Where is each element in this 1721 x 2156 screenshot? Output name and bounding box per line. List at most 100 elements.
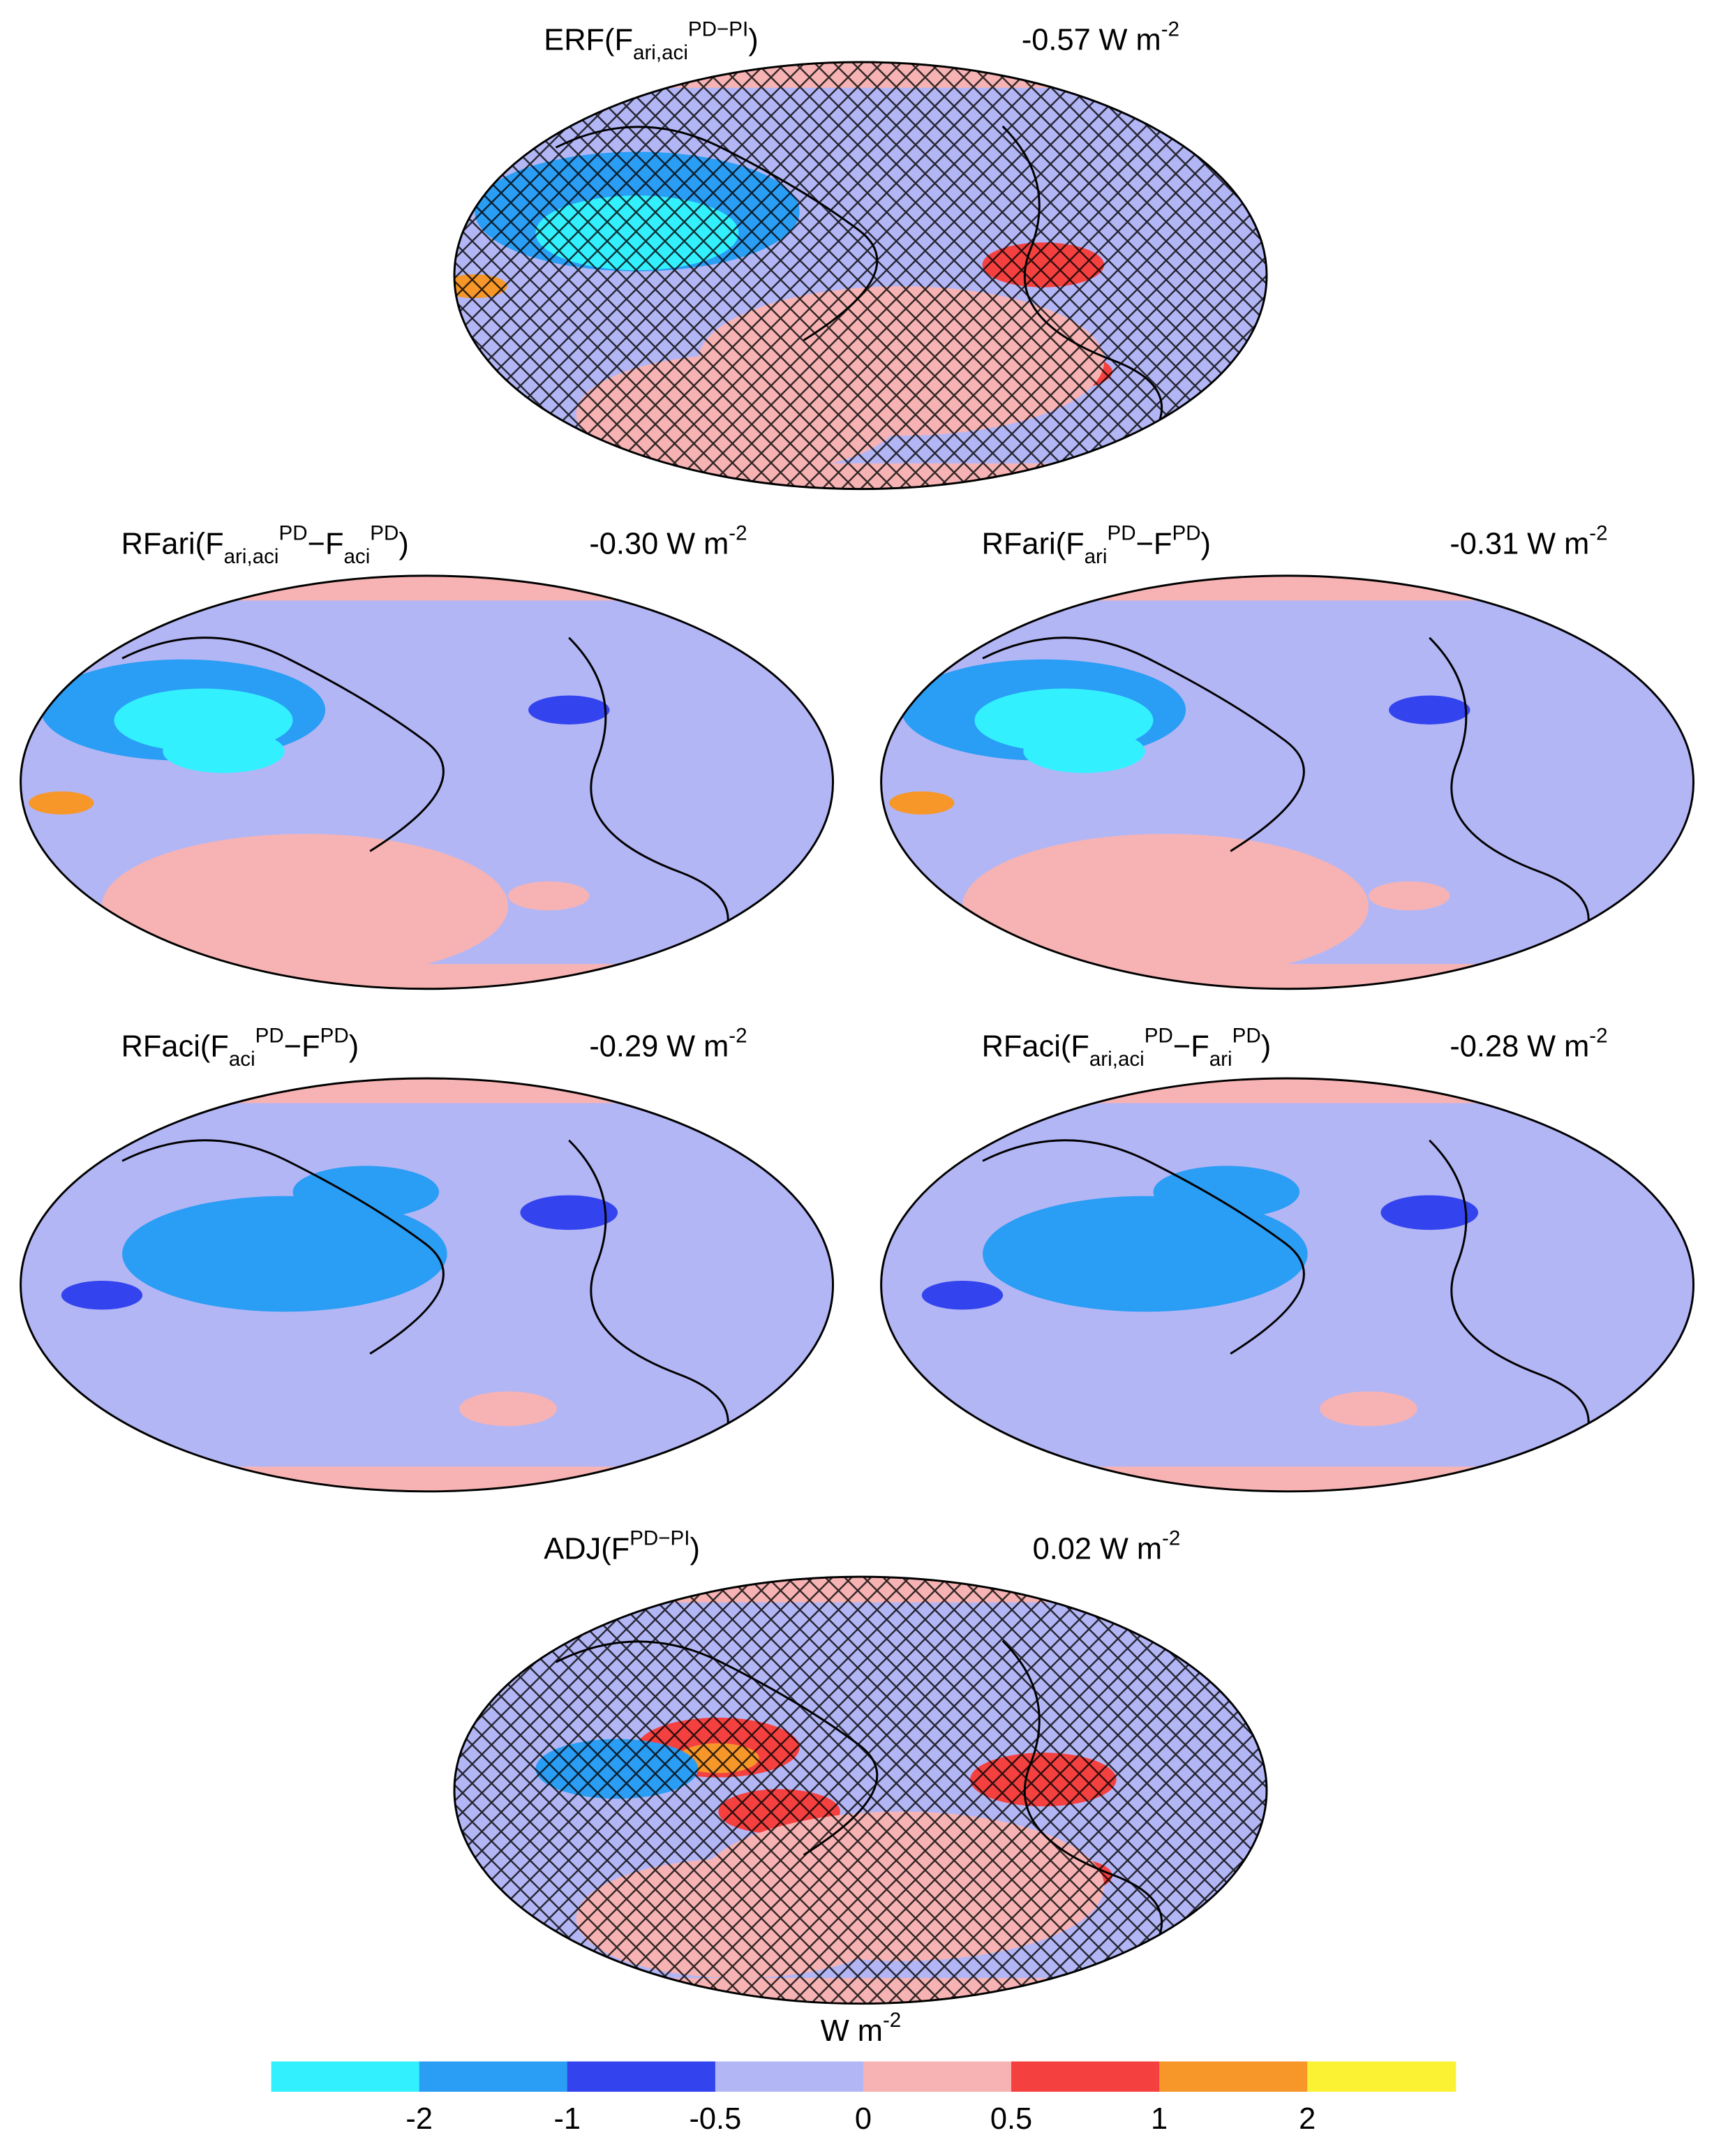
field-blob: [29, 791, 94, 815]
map-panel: ERF(Fari,aciPD−PI) -0.57 W m-2: [453, 18, 1268, 491]
field-blob: [459, 1391, 557, 1427]
field-blob: [1153, 1166, 1300, 1219]
unit: W m: [1100, 1532, 1162, 1566]
polar-band: [881, 1078, 1694, 1103]
title-part: PD: [1145, 1025, 1173, 1048]
field-blob: [520, 1195, 618, 1231]
polar-band: [881, 964, 1694, 989]
field-blob: [122, 1196, 447, 1312]
panel-title: RFaci(FaciPD−FPD): [121, 1025, 359, 1071]
field-blob: [1380, 1195, 1479, 1231]
map-border: [880, 1077, 1695, 1493]
colorbar-tick-label: 0.5: [990, 2102, 1032, 2136]
title-part: aci: [229, 1048, 255, 1071]
polar-band: [20, 1078, 833, 1103]
unit: W m: [666, 1029, 729, 1063]
colorbar-tick-label: 0: [855, 2102, 872, 2136]
title-part: ADJ(F: [544, 1532, 629, 1566]
title-part: ): [690, 1532, 700, 1566]
colorbar-tick-label: -2: [405, 2102, 433, 2136]
polar-band: [20, 575, 833, 601]
panel-title: RFaci(Fari,aciPD−FariPD): [982, 1025, 1272, 1071]
colorbar-box: [1159, 2061, 1309, 2092]
unit-exp: -2: [729, 522, 747, 545]
field-blob: [101, 833, 508, 979]
polar-band: [881, 1466, 1694, 1492]
title-part: ): [349, 1029, 359, 1063]
title-part: RFaci(F: [121, 1029, 229, 1063]
title-part: PD: [320, 1025, 349, 1048]
title-part: aci: [343, 545, 370, 568]
title-part: RFari(F: [121, 527, 224, 560]
colorbar-box: [1011, 2061, 1161, 2092]
colorbar-box: [567, 2061, 716, 2092]
map-field: [881, 575, 1694, 989]
colorbar-tick-label: 2: [1299, 2102, 1316, 2136]
map-border: [20, 574, 835, 990]
colorbar-unit: W m: [821, 2014, 883, 2048]
title-part: PD: [370, 522, 398, 545]
field-blob: [1023, 729, 1145, 773]
colorbar-unit-exp: -2: [883, 2009, 901, 2032]
field-blob: [507, 881, 590, 911]
unit: W m: [666, 527, 729, 560]
title-part: PD−PI: [688, 18, 748, 41]
field-blob: [889, 791, 955, 815]
map-field: [454, 1577, 1267, 2004]
title-part: ari: [1085, 545, 1108, 568]
unit: W m: [1527, 1029, 1589, 1063]
colorbar-box: [271, 2061, 420, 2092]
colorbar-box: [715, 2061, 864, 2092]
polar-band: [881, 575, 1694, 601]
colorbar-tick-label: -1: [553, 2102, 581, 2136]
field-blob: [163, 729, 285, 773]
map-border: [453, 1575, 1268, 2005]
title-part: ERF(F: [544, 23, 633, 57]
colorbar-label: W m-2: [821, 2009, 901, 2048]
map-border: [20, 1077, 835, 1493]
title-part: PD: [1107, 522, 1135, 545]
title-part: −F: [1173, 1029, 1209, 1063]
field-blob: [1389, 695, 1470, 724]
title-part: ): [1261, 1029, 1271, 1063]
field-blob: [61, 1280, 143, 1310]
map-field: [881, 1078, 1694, 1492]
panel-title: ADJ(FPD−PI): [544, 1527, 700, 1566]
title-part: −F: [308, 527, 344, 560]
polar-band: [20, 964, 833, 989]
map-field: [20, 575, 833, 989]
colorbar-tick-label: -0.5: [689, 2102, 741, 2136]
map-border: [453, 61, 1268, 491]
unit: W m: [1527, 527, 1589, 560]
colorbar-box: [1307, 2061, 1456, 2092]
panel-title: RFari(Fari,aciPD−FaciPD): [121, 522, 409, 569]
field-blob: [921, 1280, 1004, 1310]
unit-exp: -2: [1162, 1527, 1180, 1550]
unit-exp: -2: [1589, 1025, 1607, 1048]
hatching: [454, 62, 1267, 489]
global-mean: -0.31 W m-2: [1450, 522, 1607, 561]
global-mean: 0.02 W m-2: [1033, 1527, 1181, 1566]
title-part: PD: [255, 1025, 284, 1048]
mean-value: -0.28: [1450, 1029, 1519, 1063]
global-mean: -0.29 W m-2: [589, 1025, 747, 1064]
field-blob: [292, 1166, 440, 1219]
title-part: PD: [1232, 1025, 1261, 1048]
field-blob: [962, 833, 1369, 979]
title-part: ari,aci: [633, 41, 688, 64]
unit-exp: -2: [1161, 18, 1179, 41]
title-part: PD: [1172, 522, 1200, 545]
global-mean: -0.57 W m-2: [1022, 18, 1179, 57]
title-part: ): [398, 527, 408, 560]
map-panel: RFari(FariPD−FPD) -0.31 W m-2: [880, 522, 1695, 990]
unit-exp: -2: [729, 1025, 747, 1048]
title-part: ari: [1209, 1048, 1232, 1071]
map-panel: RFaci(FaciPD−FPD) -0.29 W m-2: [20, 1025, 835, 1493]
polar-band: [20, 1466, 833, 1492]
mean-value: -0.31: [1450, 527, 1519, 560]
panel-title: ERF(Fari,aciPD−PI): [544, 18, 758, 65]
global-mean: -0.30 W m-2: [589, 522, 747, 561]
title-part: RFaci(F: [982, 1029, 1089, 1063]
unit: W m: [1099, 23, 1161, 57]
